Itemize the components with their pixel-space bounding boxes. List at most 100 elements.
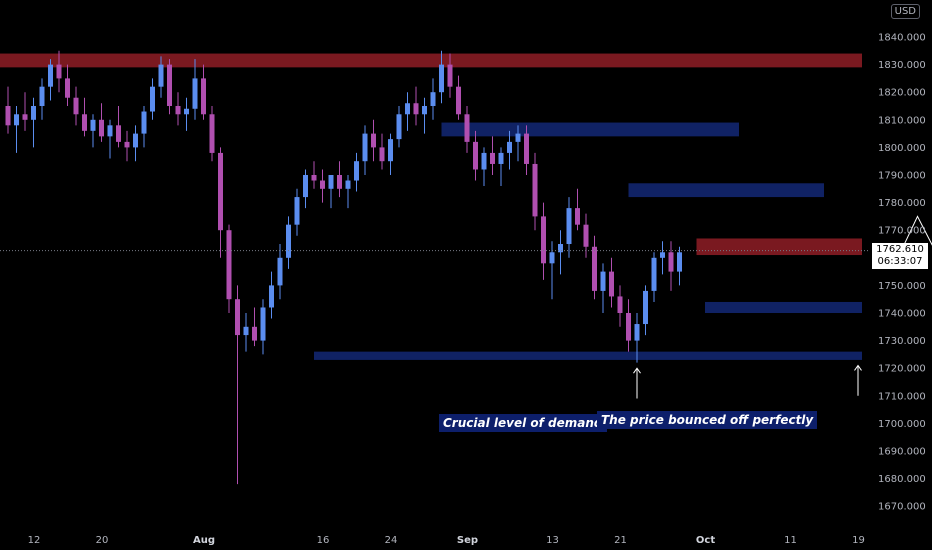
- candle-body-70: [600, 271, 606, 291]
- y-tick-label: 1720.000: [878, 364, 926, 375]
- candle-body-4: [39, 86, 45, 106]
- candle-body-62: [532, 163, 538, 217]
- y-tick-label: 1780.000: [878, 198, 926, 209]
- candle-body-0: [5, 106, 11, 126]
- candle-body-1: [14, 114, 19, 126]
- candle-body-38: [328, 175, 334, 189]
- candle-body-12: [107, 125, 113, 137]
- candle-body-15: [133, 133, 138, 148]
- candle-body-51: [439, 64, 444, 93]
- candle-body-32: [277, 257, 283, 286]
- candle-body-33: [286, 224, 291, 258]
- candle-body-8: [73, 97, 79, 115]
- candle-body-23: [201, 78, 206, 115]
- candle-body-53: [456, 86, 461, 115]
- candle-body-46: [396, 114, 402, 140]
- candle-body-60: [515, 133, 521, 142]
- currency-badge[interactable]: USD: [890, 4, 920, 19]
- candles-layer: [5, 50, 682, 485]
- candle-body-58: [498, 152, 504, 164]
- candle-body-69: [592, 246, 597, 291]
- candle-body-25: [218, 152, 223, 231]
- candle-body-29: [252, 326, 257, 341]
- candle-body-79: [677, 252, 682, 272]
- annotation-arrowhead-0: [633, 367, 641, 374]
- demand-zone-5: [314, 351, 862, 360]
- candle-body-20: [175, 106, 181, 115]
- candle-body-67: [575, 208, 580, 225]
- candle-body-27: [235, 299, 240, 336]
- candle-body-40: [345, 180, 351, 189]
- candle-body-16: [141, 111, 147, 134]
- x-tick-label: Oct: [696, 535, 715, 546]
- candle-body-3: [31, 106, 36, 120]
- candle-body-57: [490, 152, 495, 164]
- candle-body-68: [583, 224, 589, 247]
- demand-zone-4: [705, 301, 862, 313]
- candle-body-42: [362, 133, 368, 162]
- y-tick-label: 1770.000: [878, 226, 926, 237]
- x-tick-label: 12: [28, 535, 41, 546]
- annotation-demand: Crucial level of demand: [439, 414, 607, 432]
- candle-body-44: [379, 147, 385, 162]
- candle-body-52: [447, 64, 453, 87]
- candle-body-65: [558, 244, 563, 253]
- candle-body-64: [549, 252, 555, 264]
- y-tick-label: 1700.000: [878, 419, 926, 430]
- y-tick-label: 1830.000: [878, 60, 926, 71]
- last-price-label: 1762.610 06:33:07: [872, 242, 928, 269]
- candle-body-66: [566, 208, 572, 244]
- y-tick-label: 1750.000: [878, 281, 926, 292]
- y-tick-label: 1730.000: [878, 336, 926, 347]
- supply-zone-0: [0, 53, 862, 68]
- candle-body-76: [651, 257, 657, 291]
- candle-body-54: [464, 114, 470, 142]
- candle-body-50: [430, 92, 436, 106]
- candle-body-31: [269, 285, 274, 308]
- candle-body-22: [192, 78, 198, 109]
- candle-body-74: [634, 324, 640, 341]
- candle-body-73: [626, 313, 631, 341]
- candle-body-56: [481, 152, 487, 170]
- candle-body-41: [354, 161, 359, 181]
- candle-body-18: [158, 64, 164, 87]
- candle-body-13: [116, 125, 121, 142]
- zones-layer: [0, 53, 862, 360]
- candle-body-78: [668, 252, 674, 272]
- projection-line: [900, 215, 932, 253]
- candle-body-2: [22, 114, 28, 120]
- y-tick-label: 1810.000: [878, 115, 926, 126]
- candle-body-28: [243, 326, 249, 336]
- candle-body-63: [541, 216, 546, 264]
- candle-body-35: [303, 175, 308, 198]
- countdown-value: 06:33:07: [877, 255, 923, 267]
- candle-body-72: [617, 296, 623, 313]
- candle-body-61: [524, 133, 529, 164]
- candle-body-11: [99, 119, 104, 137]
- y-tick-label: 1820.000: [878, 88, 926, 99]
- last-price-value: 1762.610: [876, 243, 924, 255]
- x-tick-label: 20: [96, 535, 109, 546]
- x-tick-label: 19: [852, 535, 865, 546]
- y-tick-label: 1800.000: [878, 143, 926, 154]
- x-tick-label: 13: [546, 535, 559, 546]
- candle-body-55: [473, 141, 478, 170]
- candle-body-10: [90, 119, 96, 131]
- candle-body-30: [260, 307, 266, 341]
- candle-body-36: [311, 175, 317, 181]
- y-tick-label: 1690.000: [878, 447, 926, 458]
- candle-body-14: [124, 141, 130, 148]
- y-tick-label: 1710.000: [878, 391, 926, 402]
- candle-body-48: [413, 103, 419, 115]
- x-tick-label: Aug: [193, 535, 215, 546]
- candle-body-19: [167, 64, 172, 106]
- candle-body-75: [643, 290, 648, 325]
- annotation-bounce: The price bounced off perfectly: [597, 411, 818, 429]
- y-tick-label: 1680.000: [878, 474, 926, 485]
- x-tick-label: 11: [784, 535, 797, 546]
- candle-body-45: [388, 139, 393, 162]
- x-tick-label: 24: [385, 535, 398, 546]
- candle-body-39: [337, 175, 342, 189]
